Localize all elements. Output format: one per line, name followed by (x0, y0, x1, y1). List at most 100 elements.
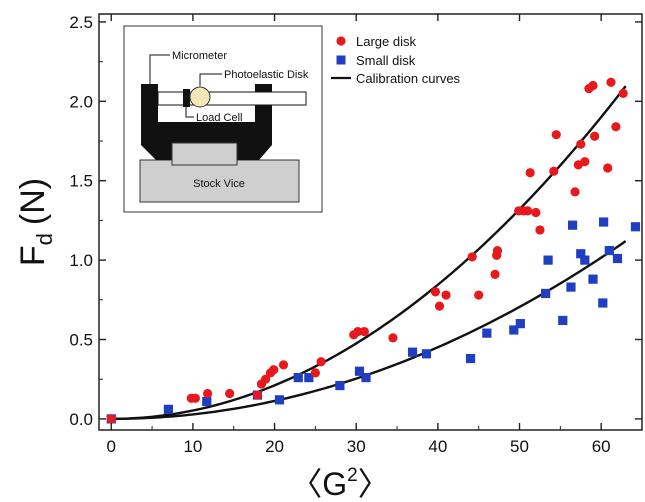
small-disk-point (576, 249, 586, 259)
small-disk-point (304, 373, 314, 383)
x-tick-label: 50 (510, 437, 529, 456)
large-disk-point (525, 168, 535, 178)
y-tick-label: 2.5 (69, 13, 93, 32)
x-axis-label-base: G (322, 466, 347, 502)
large-disk-point (310, 368, 320, 378)
large-disk-point (490, 269, 500, 279)
small-disk-point (274, 395, 285, 405)
photoelastic-disk (189, 86, 211, 108)
small-disk-point (612, 253, 623, 264)
small-disk-point (515, 319, 525, 329)
vice-pedestal (171, 142, 238, 166)
large-disk-point (190, 393, 200, 403)
x-tick-label: 0 (107, 437, 116, 456)
large-disk-point (590, 131, 600, 141)
data-markers (106, 77, 641, 424)
large-disk-point (252, 390, 263, 400)
large-disk-point (492, 245, 503, 256)
small-disk-point (509, 325, 519, 335)
load-cell-block (183, 89, 190, 107)
large-disk-point (430, 287, 441, 297)
inset-micrometer-label: Micrometer (172, 50, 227, 62)
x-tick-label: 60 (592, 437, 611, 456)
small-disk-point (599, 217, 609, 227)
x-axis-label-left-bracket: 〈 (290, 466, 322, 502)
apparatus-inset: Micrometer Photoelastic Disk Load Cell S… (123, 25, 323, 213)
y-axis-label-unit: (N) (14, 178, 52, 225)
large-disk-point (278, 360, 289, 370)
large-disk-point (606, 77, 616, 87)
inset-stock-vice-label: Stock Vice (193, 178, 245, 190)
legend: Large disk Small disk Calibration curves (331, 34, 461, 86)
inset-load-cell-label: Load Cell (196, 112, 242, 124)
large-disk-point (611, 122, 621, 132)
micrometer-leader-line (149, 54, 170, 84)
large-disk-point (551, 130, 561, 140)
calibration-curve-large-disk (111, 85, 627, 421)
large-disk-point (203, 388, 213, 399)
large-disk-point (441, 290, 451, 300)
legend-calibration-label: Calibration curves (356, 71, 461, 86)
legend-small-disk-marker (336, 55, 346, 65)
large-disk-point (225, 388, 235, 399)
small-disk-point (361, 373, 371, 383)
large-disk-point (549, 166, 559, 176)
x-axis-label: 〈G2〉 (290, 465, 390, 502)
small-disk-point (482, 328, 492, 338)
small-disk-point (541, 288, 551, 299)
small-disk-point (335, 380, 345, 391)
small-disk-point (354, 366, 365, 376)
small-disk-point (202, 396, 212, 407)
x-axis-label-superscript: 2 (347, 465, 358, 486)
large-disk-point (359, 326, 369, 337)
plot-frame (98, 13, 643, 431)
large-disk-point (434, 301, 445, 311)
large-disk-point (467, 252, 477, 262)
small-disk-point (163, 404, 174, 414)
vice-jaw-frame (141, 84, 272, 160)
y-axis-label-main: F (14, 245, 52, 266)
x-tick-label: 30 (347, 437, 366, 456)
small-disk-point (604, 245, 614, 256)
small-disk-point (598, 298, 608, 308)
large-disk-point (603, 163, 613, 173)
y-axis-label: Fd (N) (14, 178, 57, 266)
large-disk-point (531, 207, 541, 218)
small-disk-point (567, 220, 578, 230)
photoelastic-disk-leader-line (199, 73, 222, 86)
large-disk-point (580, 157, 590, 167)
large-disk-point (523, 206, 533, 216)
plot-area: 0 10 20 30 40 50 60 0.0 0.5 1.0 1.5 2.0 2.5 (69, 13, 643, 456)
small-disk-point (407, 347, 418, 357)
x-axis: 0 10 20 30 40 50 60 (107, 14, 611, 456)
large-disk-point (535, 225, 545, 235)
x-tick-label: 10 (183, 437, 202, 456)
x-tick-label: 40 (428, 437, 447, 456)
small-disk-point (421, 349, 432, 359)
y-tick-label: 2.0 (69, 92, 93, 111)
large-disk-point (474, 290, 484, 300)
large-disk-point (260, 374, 271, 384)
small-disk-point (588, 274, 598, 284)
large-disk-point (353, 326, 363, 337)
small-disk-point (558, 315, 568, 326)
load-cell-leader-line (185, 107, 194, 118)
small-disk-point (543, 255, 553, 265)
small-disk-point (580, 255, 590, 265)
small-disk-point (566, 282, 576, 292)
stock-vice-body (139, 159, 300, 203)
small-disk-point (293, 373, 303, 383)
legend-small-disk-label: Small disk (356, 53, 416, 68)
large-disk-point (388, 333, 398, 343)
y-axis: 0.0 0.5 1.0 1.5 2.0 2.5 (69, 13, 642, 429)
x-tick-label: 20 (265, 437, 284, 456)
x-axis-label-right-bracket: 〉 (358, 466, 390, 502)
y-tick-label: 0.5 (69, 330, 93, 349)
small-disk-point (465, 353, 476, 364)
legend-large-disk-marker (336, 36, 346, 46)
large-disk-point (269, 365, 279, 375)
y-tick-label: 0.0 (69, 410, 93, 429)
large-disk-point (618, 88, 628, 98)
legend-large-disk-label: Large disk (356, 34, 416, 49)
